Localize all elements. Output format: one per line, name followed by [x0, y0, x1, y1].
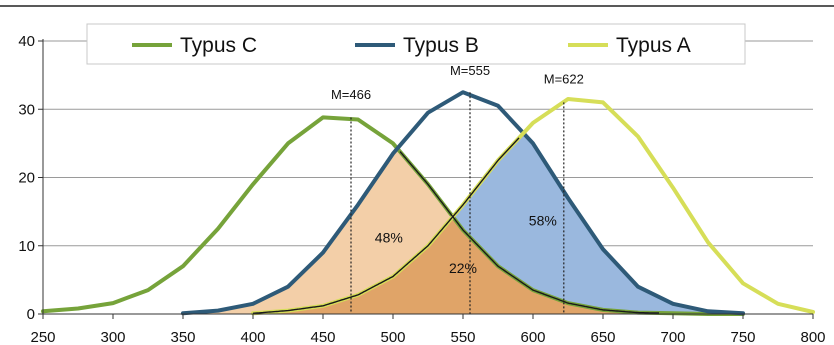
mean-label-1: M=555 — [450, 63, 490, 78]
region-label-2: 58% — [529, 212, 557, 228]
region-labels: 48% 22% 58% — [375, 212, 557, 276]
x-tick-label: 700 — [660, 329, 685, 345]
y-tick-label: 10 — [18, 238, 35, 255]
x-tick-label: 350 — [170, 329, 195, 345]
outline-a-ascending — [252, 137, 520, 314]
x-tick-label: 600 — [520, 329, 545, 345]
region-22-fill — [253, 217, 743, 314]
x-tick-label: 250 — [30, 329, 55, 345]
legend: Typus C Typus B Typus A — [86, 23, 746, 65]
x-tick-label: 500 — [380, 329, 405, 345]
outline-c-descending — [399, 151, 659, 314]
x-tick-label: 750 — [730, 329, 755, 345]
legend-label-0: Typus C — [180, 34, 257, 57]
x-tick-label: 450 — [310, 329, 335, 345]
region-label-0: 48% — [375, 229, 403, 245]
series-lines — [41, 90, 815, 316]
legend-label-1: Typus B — [403, 34, 479, 57]
x-tick-label: 550 — [450, 329, 475, 345]
y-tick-label: 30 — [18, 101, 35, 118]
region-label-1: 22% — [449, 260, 477, 276]
series-line-1 — [181, 90, 745, 316]
y-tick-label: 40 — [18, 33, 35, 50]
y-tick-label: 20 — [18, 170, 35, 187]
legend-box — [86, 23, 746, 65]
mean-label-0: M=466 — [331, 87, 371, 102]
mean-markers: M=466 M=555 M=622 — [331, 63, 584, 314]
x-tick-label: 400 — [240, 329, 265, 345]
axes: 0 10 20 30 40 250 300 350 400 450 500 550 600 650 700 7… — [18, 33, 825, 345]
y-tick-label: 0 — [27, 306, 35, 323]
mean-label-2: M=622 — [544, 71, 584, 86]
x-tick-label: 300 — [100, 329, 125, 345]
overlap-regions — [183, 133, 743, 314]
x-tick-label: 650 — [590, 329, 615, 345]
x-tick-label: 800 — [800, 329, 825, 345]
legend-label-2: Typus A — [616, 34, 691, 57]
